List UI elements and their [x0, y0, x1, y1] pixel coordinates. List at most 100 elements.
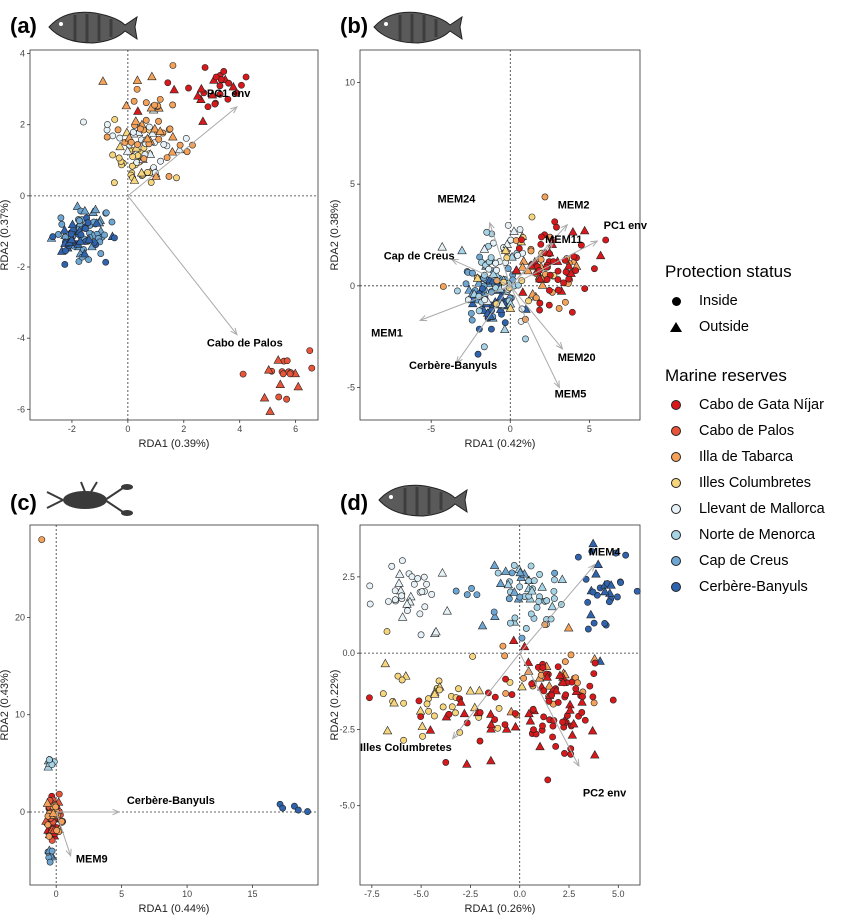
y-tick-label: 10 — [15, 710, 25, 720]
data-point — [561, 298, 569, 306]
data-point — [102, 209, 110, 217]
data-point — [294, 806, 302, 814]
data-point — [58, 220, 66, 228]
data-point — [568, 718, 579, 728]
data-point — [493, 266, 500, 274]
data-point — [44, 821, 52, 829]
plot-frame — [359, 524, 641, 886]
data-point — [486, 724, 496, 733]
data-point — [552, 743, 560, 750]
arrows: Cerbère-Banyuls MEM9 — [55, 795, 215, 866]
data-point — [385, 598, 392, 605]
legend-item-reserve: Cabo de Gata Níjar — [665, 392, 843, 418]
data-point — [489, 560, 500, 569]
data-point — [519, 256, 529, 265]
data-point — [425, 725, 436, 734]
data-point — [366, 600, 374, 608]
x-axis-label: RDA1 (0.39%) — [139, 438, 210, 450]
data-point — [129, 175, 140, 184]
data-point — [535, 741, 545, 751]
data-point — [510, 562, 518, 569]
data-point — [259, 392, 270, 402]
data-point — [537, 280, 548, 289]
y-tick-label: 4 — [20, 49, 25, 59]
data-point — [109, 151, 117, 159]
data-point — [131, 116, 141, 125]
data-point — [418, 588, 426, 596]
data-point — [468, 316, 476, 324]
data-point — [442, 606, 452, 615]
data-point — [538, 233, 545, 241]
loading-arrow — [509, 242, 554, 287]
data-point — [491, 716, 499, 723]
data-point — [419, 732, 426, 740]
data-point — [564, 260, 574, 270]
legend-label: Cabo de Palos — [699, 423, 795, 439]
data-point — [84, 219, 92, 226]
data-point — [415, 706, 426, 715]
data-point — [391, 587, 399, 595]
data-point — [238, 81, 245, 89]
data-point — [537, 582, 547, 591]
data-point — [590, 749, 600, 759]
panel-label: (d) — [340, 490, 368, 515]
data-point — [488, 325, 495, 333]
data-point — [67, 219, 78, 229]
data-point — [49, 233, 57, 241]
data-point — [518, 287, 528, 296]
data-point — [516, 226, 524, 233]
data-point — [501, 319, 509, 327]
data-point — [501, 652, 509, 660]
data-point — [114, 126, 122, 134]
data-point — [557, 574, 567, 583]
data-point — [167, 146, 178, 156]
data-point — [420, 573, 428, 581]
data-point — [579, 693, 586, 700]
circle-icon — [665, 400, 687, 410]
data-point — [609, 696, 617, 704]
legend-label: Illa de Tabarca — [699, 449, 794, 465]
data-point — [474, 350, 482, 358]
y-tick-label: -2 — [17, 262, 25, 272]
data-point — [52, 803, 60, 811]
data-point — [490, 608, 498, 616]
data-point — [109, 132, 117, 140]
data-point — [537, 256, 545, 263]
data-point — [508, 691, 516, 698]
data-point — [549, 733, 556, 741]
data-point — [59, 225, 70, 234]
data-point — [398, 592, 405, 600]
data-point — [560, 279, 567, 287]
data-point — [193, 91, 203, 100]
data-point — [472, 273, 483, 282]
data-point — [454, 287, 461, 295]
data-point — [474, 278, 484, 287]
arrow-head — [230, 106, 238, 114]
x-tick-label: -2 — [68, 424, 76, 434]
data-point — [110, 179, 118, 187]
data-point — [308, 364, 316, 372]
x-tick-label: 0 — [125, 424, 130, 434]
points — [46, 62, 316, 415]
y-tick-label: 2.5 — [342, 572, 355, 582]
arrow-head — [451, 731, 460, 740]
data-point — [518, 236, 525, 244]
data-point — [286, 370, 294, 378]
data-point — [562, 691, 570, 699]
data-point — [467, 298, 478, 308]
data-point — [437, 567, 448, 577]
data-point — [490, 611, 500, 620]
arrow-head — [588, 563, 596, 572]
data-point — [589, 588, 597, 596]
data-point — [160, 141, 168, 148]
data-point — [391, 596, 399, 604]
data-point — [435, 677, 443, 685]
legend: Protection status Inside Outside Marine … — [665, 262, 843, 600]
x-axis-label: RDA1 (0.44%) — [139, 903, 210, 915]
data-point — [559, 718, 566, 726]
data-point — [551, 685, 561, 695]
data-point — [130, 97, 138, 105]
data-point — [157, 157, 164, 165]
data-point — [163, 154, 171, 161]
data-point — [602, 236, 610, 244]
